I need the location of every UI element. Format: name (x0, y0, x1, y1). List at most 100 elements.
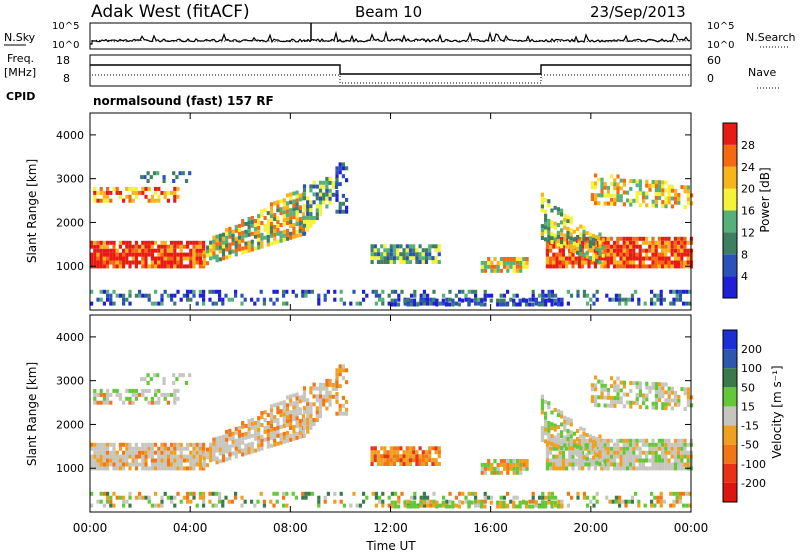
velocity-cell (680, 466, 684, 471)
velocity-cell (99, 392, 103, 397)
velocity-cell (331, 386, 335, 391)
power-cell (302, 188, 307, 193)
velocity-cell (412, 446, 416, 451)
velocity-cell (355, 503, 359, 508)
velocity-cell (273, 403, 277, 408)
power-cell (563, 217, 567, 222)
velocity-cell (212, 449, 216, 454)
velocity-cell (263, 425, 267, 430)
power-cell (547, 226, 551, 231)
power-cell (635, 256, 639, 261)
power-cell (125, 248, 129, 253)
power-colorbar-tick: 8 (741, 248, 748, 261)
power-cell (550, 208, 554, 213)
power-cell (240, 301, 244, 306)
power-cell (269, 210, 274, 215)
velocity-cell (606, 454, 610, 459)
velocity-cell (128, 466, 132, 471)
power-cell (112, 252, 116, 257)
power-cell (141, 244, 145, 249)
power-cell (160, 252, 164, 257)
power-cell (144, 293, 148, 298)
power-cell (563, 225, 567, 230)
x-tick-label: 00:00 (674, 521, 709, 535)
velocity-cell (622, 380, 626, 385)
velocity-cell (677, 398, 681, 403)
velocity-cell (138, 495, 142, 500)
power-cell (588, 240, 592, 245)
velocity-cell (326, 491, 330, 496)
power-cell (260, 221, 264, 225)
velocity-cell (341, 364, 345, 369)
power-cell (400, 289, 404, 294)
power-cell (429, 297, 433, 302)
power-cell (405, 252, 409, 257)
power-cell (412, 302, 417, 307)
power-cell (244, 241, 248, 246)
power-cell (561, 248, 565, 253)
velocity-cell (672, 491, 676, 496)
power-cell (677, 200, 681, 205)
power-cell (550, 289, 554, 294)
power-cell (96, 260, 100, 265)
power-cell (550, 236, 554, 240)
velocity-cell (241, 432, 245, 437)
power-cell (170, 297, 174, 302)
power-cell (386, 252, 390, 257)
power-cell (629, 198, 633, 203)
power-cell (625, 244, 629, 249)
velocity-cell (218, 491, 222, 496)
power-cell (547, 234, 551, 239)
power-cell (176, 264, 180, 269)
power-cell (661, 236, 665, 241)
velocity-cell (545, 454, 549, 459)
power-cell (403, 298, 407, 303)
power-cell (609, 244, 613, 249)
power-cell (131, 186, 135, 191)
velocity-cell (338, 384, 342, 389)
velocity-cell (102, 392, 106, 397)
power-cell (606, 185, 610, 190)
power-cell (186, 244, 190, 249)
velocity-cell (673, 442, 677, 447)
velocity-cell (154, 392, 158, 397)
power-cell (173, 248, 177, 253)
velocity-cell (298, 427, 302, 431)
velocity-cell (298, 419, 302, 424)
velocity-cell (622, 438, 626, 443)
velocity-cell (306, 413, 310, 418)
power-cell (118, 244, 122, 249)
power-cell (244, 233, 248, 238)
power-cell (150, 244, 154, 249)
power-cell (609, 256, 613, 261)
velocity-cell (416, 504, 420, 509)
power-cell (645, 256, 649, 261)
velocity-cell (595, 491, 599, 496)
velocity-cell (211, 491, 215, 496)
velocity-cell (218, 459, 222, 464)
power-cell (553, 237, 557, 242)
velocity-cell (279, 440, 283, 445)
velocity-cell (99, 446, 103, 451)
velocity-cell (686, 399, 690, 404)
velocity-cell (556, 444, 560, 449)
velocity-cell (328, 382, 332, 387)
velocity-cell (622, 458, 626, 463)
velocity-cell (285, 491, 289, 496)
power-cell (678, 289, 682, 294)
velocity-cell (566, 417, 570, 422)
power-cell (619, 198, 623, 203)
velocity-cell (512, 495, 516, 500)
power-cell (275, 297, 279, 302)
power-cell (397, 297, 401, 302)
velocity-cell (673, 462, 677, 467)
power-cell (661, 248, 665, 253)
velocity-cell (435, 500, 439, 505)
velocity-cell (603, 438, 607, 443)
power-cell (502, 293, 506, 298)
velocity-cell (195, 442, 199, 447)
velocity-cell (577, 438, 581, 443)
velocity-cell (594, 383, 598, 388)
power-cell (630, 293, 634, 298)
velocity-cell (556, 436, 560, 441)
